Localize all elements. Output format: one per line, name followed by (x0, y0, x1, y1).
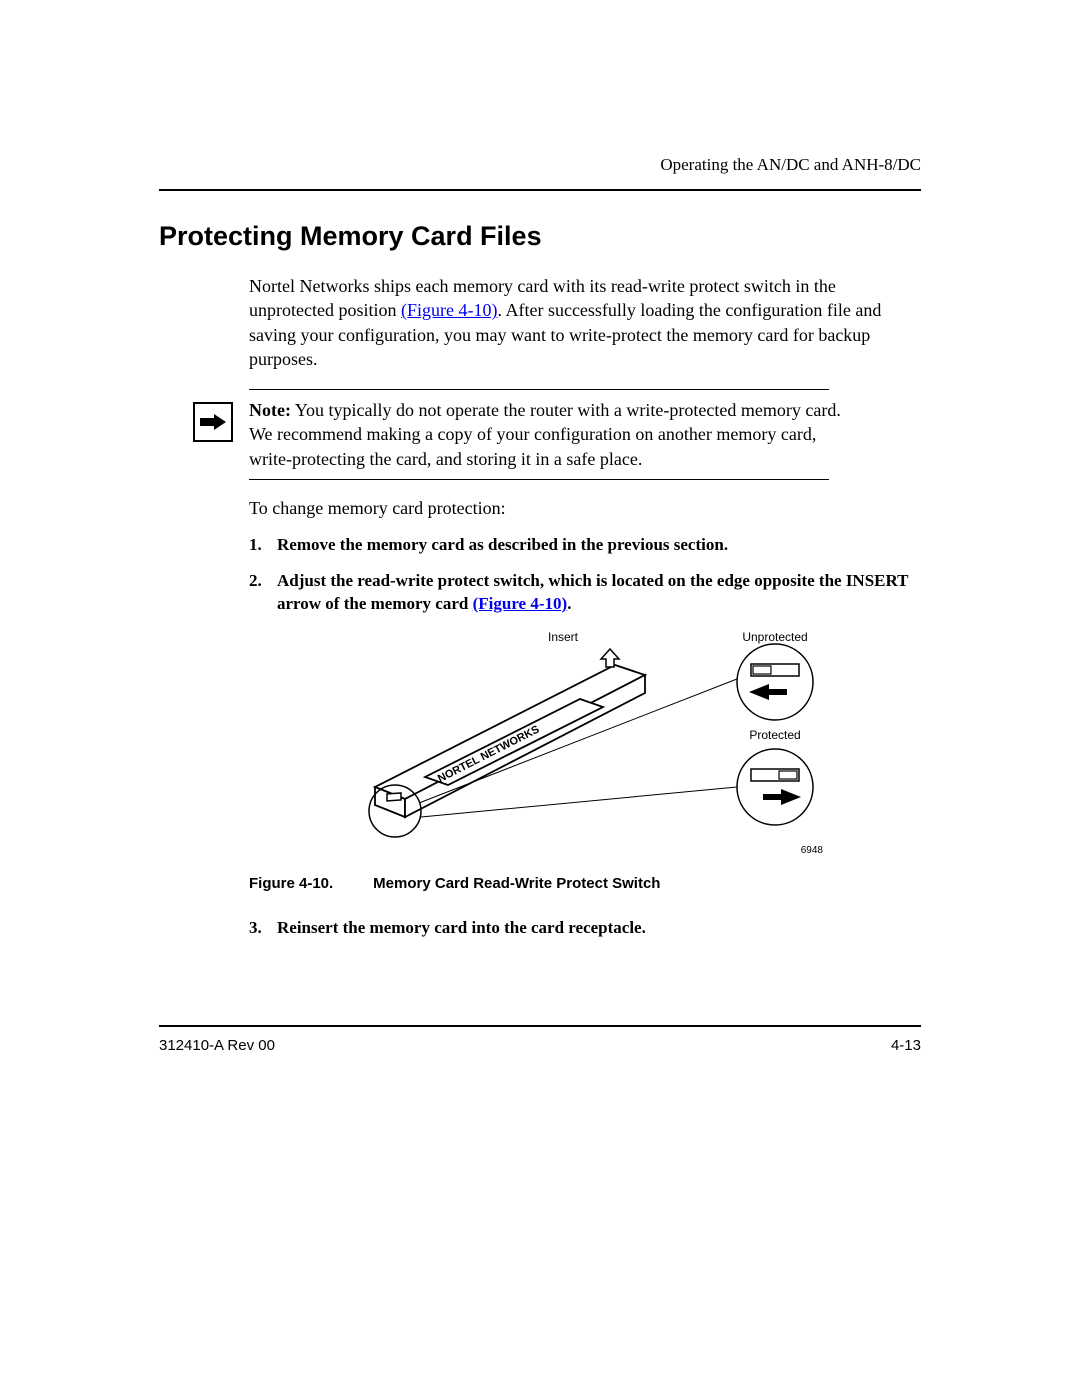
protected-label: Protected (749, 728, 800, 742)
running-head: Operating the AN/DC and ANH-8/DC (159, 155, 921, 175)
note-arrow-icon (193, 402, 233, 442)
rule-bottom (159, 1025, 921, 1027)
steps-block: To change memory card protection: Remove… (249, 498, 921, 940)
page-content: Operating the AN/DC and ANH-8/DC Protect… (159, 155, 921, 952)
note-body: You typically do not operate the router … (249, 400, 841, 469)
step-2: Adjust the read-write protect switch, wh… (249, 569, 921, 616)
figure-ref-num: 6948 (801, 845, 824, 856)
step-3-text: Reinsert the memory card into the card r… (277, 918, 646, 937)
footer-row: 312410-A Rev 00 4-13 (159, 1037, 921, 1054)
note-row: Note: You typically do not operate the r… (193, 390, 921, 479)
step-2-text-b: . (567, 594, 571, 613)
note-block: Note: You typically do not operate the r… (193, 389, 921, 480)
step-2-text-a: Adjust the read-write protect switch, wh… (277, 571, 908, 613)
caption-text: Memory Card Read-Write Protect Switch (373, 875, 660, 892)
figure-4-10: Insert Unprotected Protected 6948 (249, 627, 921, 857)
step-3: Reinsert the memory card into the card r… (249, 916, 921, 939)
figure-link-1[interactable]: (Figure 4-10) (401, 300, 497, 320)
note-label: Note: (249, 400, 291, 420)
note-rule-bottom (249, 479, 829, 480)
ordered-steps-cont: Reinsert the memory card into the card r… (249, 916, 921, 939)
rule-top (159, 189, 921, 191)
step-1: Remove the memory card as described in t… (249, 533, 921, 556)
footer-right: 4-13 (891, 1037, 921, 1054)
note-text: Note: You typically do not operate the r… (249, 398, 849, 471)
memory-card-diagram: Insert Unprotected Protected 6948 (315, 627, 855, 857)
figure-caption: Figure 4-10. Memory Card Read-Write Prot… (249, 875, 921, 892)
unprotected-label: Unprotected (742, 630, 807, 644)
body-block: Nortel Networks ships each memory card w… (249, 274, 921, 371)
caption-label: Figure 4-10. (249, 875, 369, 892)
ordered-steps: Remove the memory card as described in t… (249, 533, 921, 615)
intro-paragraph: Nortel Networks ships each memory card w… (249, 274, 921, 371)
page-footer: 312410-A Rev 00 4-13 (159, 1025, 921, 1054)
figure-link-2[interactable]: (Figure 4-10) (473, 594, 568, 613)
footer-left: 312410-A Rev 00 (159, 1037, 275, 1054)
steps-intro: To change memory card protection: (249, 498, 921, 519)
section-title: Protecting Memory Card Files (159, 221, 921, 252)
step-1-text: Remove the memory card as described in t… (277, 535, 728, 554)
insert-label: Insert (548, 630, 579, 644)
